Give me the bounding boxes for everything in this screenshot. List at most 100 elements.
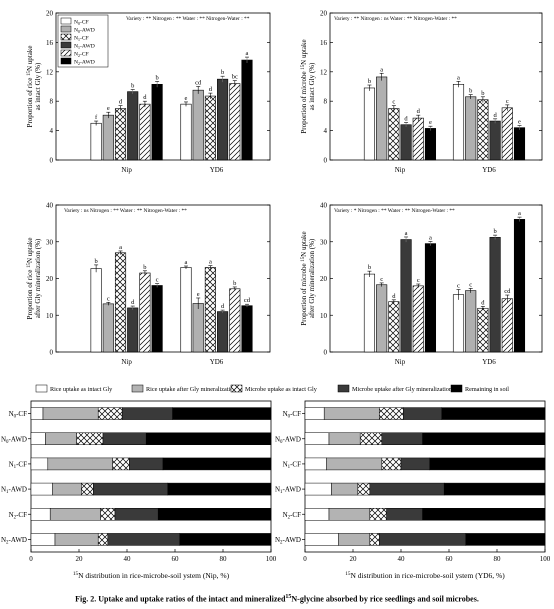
significance-letter: b — [368, 78, 371, 85]
y-tick-label: 0 — [324, 157, 328, 165]
stacked-legend-swatch — [450, 384, 463, 393]
stats-annotation: Variety : * Nitrogen : ** Water : ** Nit… — [334, 208, 455, 214]
caption-text: Uptake and uptake ratios of the intact a… — [98, 594, 286, 604]
significance-letter: b — [155, 74, 158, 81]
significance-letter: d — [481, 299, 485, 306]
x-category-label: Nip — [395, 358, 406, 366]
stacked-segment — [54, 533, 99, 546]
bar — [400, 124, 412, 161]
panel-bottom-right: 0 20 40 60 80 100 15N distribution in rice-mic… — [275, 400, 551, 580]
bar — [376, 76, 388, 161]
stats-annotation: Variety : ns Nitrogen : ** Water : ** Ni… — [64, 208, 187, 214]
significance-letter: bc — [232, 74, 238, 81]
bar — [412, 117, 424, 161]
x-tick-label: 40 — [398, 555, 406, 563]
bar — [388, 108, 400, 161]
y-tick-label: 4 — [324, 127, 328, 135]
legend-label: N0-AWD — [74, 28, 95, 35]
stacked-segment — [97, 407, 123, 420]
bar — [452, 294, 465, 353]
bar — [412, 285, 424, 353]
stacked-segment — [97, 533, 109, 546]
figure-caption: Fig. 2. Uptake and uptake ratios of the … — [0, 594, 554, 604]
caption-suffix: N-glycine absorbed by rice seedlings and… — [291, 594, 479, 604]
panel-middle-right: 0 10 20 30 40 Proportion of microbe 15N uptak… — [300, 202, 543, 366]
y-tick-label: 0 — [50, 157, 54, 165]
stacked-segment — [403, 407, 443, 420]
stacked-segment — [304, 407, 325, 420]
bar — [229, 83, 241, 161]
bar — [192, 89, 204, 161]
stacked-segment — [30, 508, 51, 521]
bar — [513, 219, 526, 353]
significance-letter: d — [221, 303, 225, 310]
stacked-segment — [30, 432, 46, 445]
x-category-label: YD6 — [482, 166, 496, 174]
bar — [241, 59, 253, 161]
stacked-legend-label: Microbe uptake after Gly mineralization — [352, 386, 452, 393]
stacked-segment — [381, 457, 402, 471]
x-tick-label: 60 — [172, 555, 180, 563]
bar — [477, 307, 489, 353]
plot-frame — [55, 12, 271, 161]
stacked-segment — [45, 432, 77, 445]
bar — [90, 268, 102, 353]
stacked-segment — [357, 482, 371, 496]
significance-letter: b — [481, 90, 484, 97]
bar — [217, 311, 229, 353]
stacked-segment — [129, 457, 164, 471]
bar — [192, 303, 204, 353]
x-tick-label: 40 — [124, 555, 132, 563]
significance-letter: c — [380, 276, 383, 283]
significance-letter: b — [131, 82, 134, 89]
legend-swatch — [60, 33, 72, 41]
row-label: N2-CF — [283, 511, 302, 521]
stacked-segment — [338, 533, 371, 546]
bar — [465, 290, 477, 353]
panel-middle-left: 0 10 20 30 40 Proportion of rice 15N uptake af… — [26, 202, 271, 366]
stacked-segment — [179, 533, 272, 546]
significance-letter: a — [246, 50, 249, 57]
bar — [127, 307, 139, 353]
bar — [139, 272, 151, 353]
y-axis-label-line1: Proportion of rice 15N uptake — [26, 238, 34, 320]
significance-letter: c — [107, 295, 110, 302]
legend-swatch — [60, 57, 72, 65]
row-label: N0-CF — [283, 410, 302, 420]
significance-letter: b — [469, 88, 472, 95]
stacked-segment — [359, 432, 383, 445]
stacked-segment — [162, 457, 272, 471]
significance-letter: cd — [504, 288, 511, 295]
bar — [114, 252, 127, 353]
significance-letter: a — [185, 259, 188, 266]
y-tick-label: 8 — [50, 98, 54, 106]
stacked-segment — [379, 533, 467, 546]
bar — [151, 83, 163, 161]
bar — [139, 103, 151, 161]
stacked-segment — [381, 432, 423, 445]
significance-letter: c — [469, 281, 472, 288]
significance-letter: a — [380, 66, 383, 73]
significance-letter: b — [143, 264, 146, 271]
legend-label: N2-CF — [74, 52, 89, 59]
x-tick-label: 100 — [266, 555, 277, 563]
y-tick-label: 12 — [320, 68, 328, 76]
stacked-segment — [328, 508, 371, 521]
row-label: N1-AWD — [275, 486, 301, 496]
significance-letter: c — [457, 283, 460, 290]
stacked-segment — [93, 482, 169, 496]
stacked-segment — [30, 457, 49, 471]
stacked-segment — [429, 457, 546, 471]
stacked-segment — [47, 457, 113, 471]
panel-bottom-left: 0 20 40 60 80 100 15N distribution in rice-mic… — [1, 400, 277, 580]
bar — [489, 120, 501, 161]
y-tick-label: 16 — [46, 39, 54, 47]
bar — [363, 87, 376, 161]
stacked-segment — [52, 482, 82, 496]
stacked-segment — [328, 432, 361, 445]
stacked-segment — [369, 533, 380, 546]
y-axis-label: Proportion of microbe 15N uptake after Gl… — [300, 231, 316, 325]
stacked-legend-label: Rice uptake after Gly mineralization — [146, 386, 236, 393]
